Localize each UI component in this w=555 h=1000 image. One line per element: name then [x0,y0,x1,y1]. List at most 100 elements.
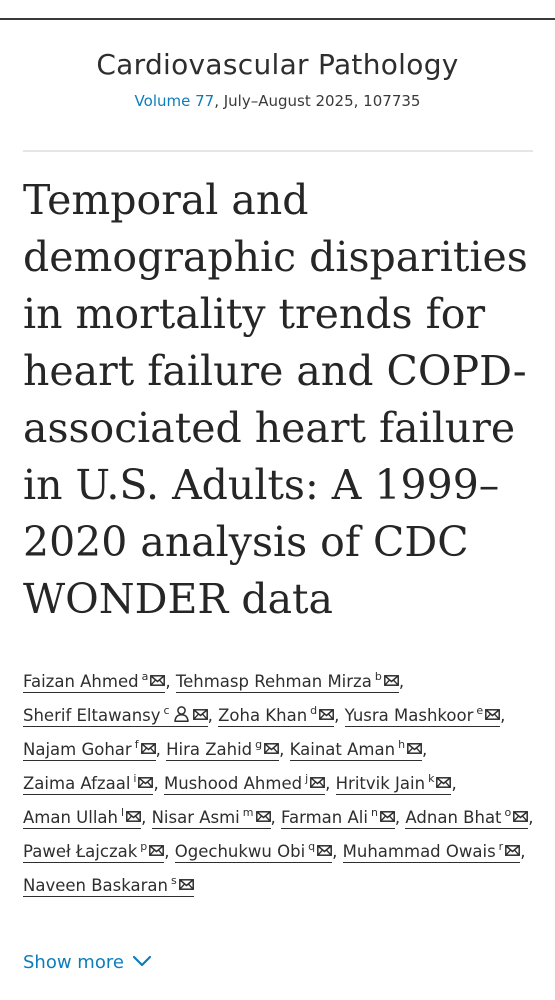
author-separator: , [279,740,290,759]
author-name: Kainat Aman h [289,738,423,761]
author-name-text: Mushood Ahmed [163,774,303,793]
author-name-text: Paweł Łajczak [23,842,138,861]
author-link[interactable]: Kainat Aman h [289,738,423,761]
author-separator: , [141,808,152,827]
author-name-text: Yusra Mashkoor [344,706,474,725]
author-link[interactable]: Najam Gohar f [23,738,156,761]
author-link[interactable]: Muhammad Owais r [342,840,521,863]
affiliation-marker: o [504,806,512,819]
journal-name[interactable]: Cardiovascular Pathology [96,48,459,81]
author-link[interactable]: Ogechukwu Obi q [174,841,333,863]
author-separator: , [451,774,457,793]
author-link[interactable]: Hira Zahid g [166,738,280,761]
affiliation-marker: k [428,772,435,785]
author-name-text: Muhammad Owais [342,842,496,861]
author-name: Yusra Mashkoor e [344,704,501,727]
affiliation-marker: p [140,840,148,853]
author-name-text: Najam Gohar [23,740,132,759]
author-separator: , [334,706,345,725]
author-name: Aman Ullah l [23,806,142,829]
envelope-icon [407,732,422,754]
affiliation-marker: e [476,704,484,717]
author-link[interactable]: Aman Ullah l [23,806,142,829]
affiliation-marker: g [255,738,263,751]
show-more-button[interactable]: Show more [23,952,152,973]
affiliation-marker: n [370,806,378,819]
author-link[interactable]: Mushood Ahmed j [163,773,326,795]
envelope-icon [505,834,521,856]
header-divider [23,150,533,152]
author-separator: , [398,672,405,691]
author-name: Faizan Ahmed a [23,670,166,693]
envelope-icon [150,664,166,686]
affiliation-marker: s [170,874,177,887]
author-separator: , [394,808,406,827]
author-name: Farman Ali n [281,806,395,829]
author-separator: , [422,740,428,759]
envelope-icon [140,732,156,754]
author-link[interactable]: Adnan Bhat o [405,806,529,829]
affiliation-marker: i [133,772,137,785]
affiliation-marker: f [134,738,139,751]
author-name-text: Zoha Khan [218,706,308,725]
author-separator: , [528,808,534,827]
envelope-icon [138,766,154,788]
envelope-icon [383,664,399,686]
author-name-text: Hritvik Jain [335,774,426,793]
author-name: Naveen Baskaran s [23,874,194,897]
author-name: Adnan Bhat o [405,806,529,829]
author-name: Sherif Eltawansy c [23,704,208,727]
author-link[interactable]: Paweł Łajczak p [23,840,165,863]
author-name: Paweł Łajczak p [23,840,165,863]
author-link[interactable]: Hritvik Jain k [335,772,452,795]
affiliation-marker: l [121,806,125,819]
author-link[interactable]: Yusra Mashkoor e [344,704,501,727]
author-link[interactable]: Naveen Baskaran s [23,874,194,897]
author-name-text: Hira Zahid [166,740,253,759]
author-link[interactable]: Farman Ali n [281,806,395,829]
author-separator: , [325,774,336,793]
chevron-down-icon [132,955,152,967]
envelope-icon [485,698,501,720]
author-name-text: Aman Ullah [23,808,118,827]
author-separator: , [164,842,175,861]
author-link[interactable]: Nisar Asmi m [151,806,271,829]
author-name-text: Zaima Afzaal [23,774,131,793]
envelope-icon [149,834,165,856]
author-link[interactable]: Tehmasp Rehman Mirza b [175,671,399,693]
affiliation-marker: m [242,806,254,819]
affiliation-marker: c [163,704,170,717]
envelope-icon [317,834,333,856]
person-icon [173,700,189,722]
author-name-text: Nisar Asmi [151,808,240,827]
envelope-icon [513,800,529,822]
author-name-text: Farman Ali [281,808,368,827]
envelope-icon [178,868,194,890]
author-name-text: Kainat Aman [289,740,396,759]
author-name-text: Sherif Eltawansy [23,706,161,725]
author-link[interactable]: Zoha Khan d [218,704,335,727]
top-divider [0,18,555,20]
author-list: Faizan Ahmed a, Tehmasp Rehman Mirza b, Sh… [23,664,538,902]
author-name: Ogechukwu Obi q [174,841,333,863]
volume-link[interactable]: Volume 77 [134,92,215,110]
affiliation-marker: h [398,738,406,751]
journal-title[interactable]: Cardiovascular Pathology [0,48,555,81]
author-separator: , [153,774,164,793]
affiliation-marker: r [498,840,504,853]
affiliation-marker: d [310,704,318,717]
affiliation-marker: a [141,670,149,683]
author-link[interactable]: Faizan Ahmed a [23,670,166,693]
author-link[interactable]: Sherif Eltawansy c [23,704,208,727]
author-name-text: Adnan Bhat [405,808,502,827]
author-separator: , [207,706,219,725]
author-name-text: Tehmasp Rehman Mirza [175,672,372,691]
author-separator: , [155,740,167,759]
issue-info: Volume 77, July–August 2025, 107735 [0,92,555,110]
envelope-icon [192,698,208,720]
envelope-icon [310,766,326,788]
author-separator: , [520,842,526,861]
author-link[interactable]: Zaima Afzaal i [23,772,154,795]
envelope-icon [255,800,271,822]
envelope-icon [379,800,395,822]
